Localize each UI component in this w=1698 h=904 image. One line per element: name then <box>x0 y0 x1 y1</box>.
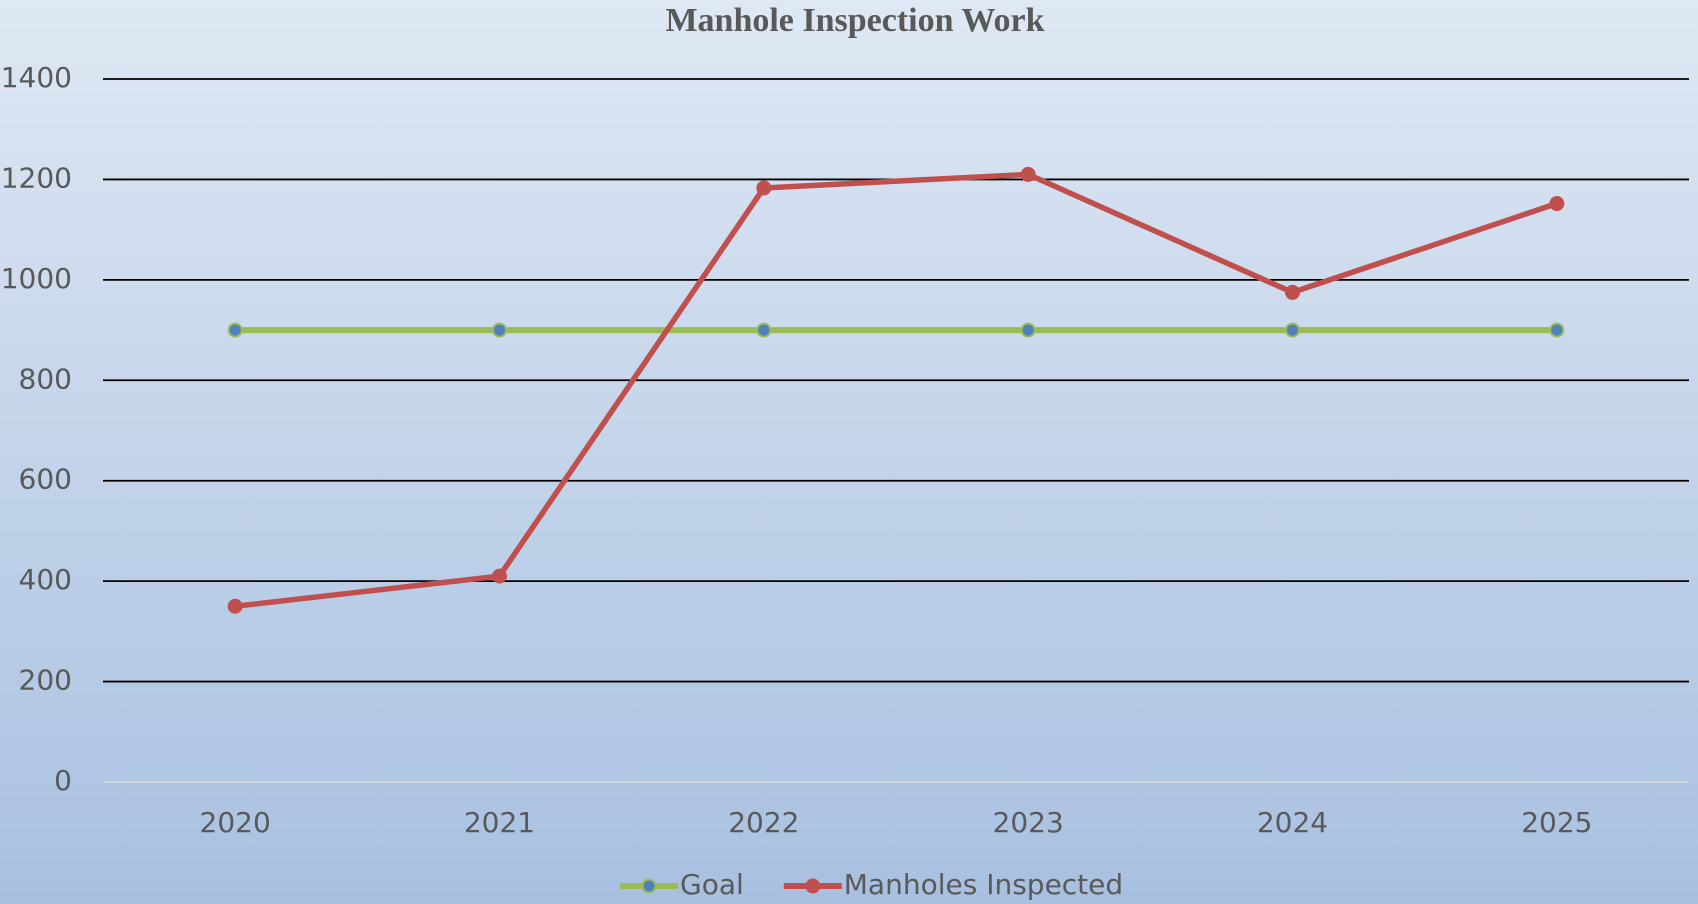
data-point <box>492 322 507 338</box>
legend-marker <box>805 878 821 894</box>
y-tick-label: 1400 <box>1 61 72 94</box>
data-point <box>1285 284 1300 300</box>
x-tick-label: 2025 <box>1521 806 1592 839</box>
x-tick-label: 2021 <box>464 806 535 839</box>
y-tick-label: 0 <box>54 764 72 797</box>
x-tick-label: 2022 <box>728 806 799 839</box>
y-tick-label: 400 <box>19 563 72 596</box>
data-point <box>1549 196 1565 212</box>
data-point <box>492 568 507 584</box>
legend-marker <box>641 878 657 894</box>
y-tick-label: 600 <box>19 463 72 496</box>
data-point <box>756 322 772 338</box>
data-point <box>227 598 243 614</box>
data-point <box>1285 322 1300 338</box>
x-tick-label: 2020 <box>200 806 271 839</box>
x-tick-label: 2023 <box>993 806 1064 839</box>
x-tick-label: 2024 <box>1257 806 1328 839</box>
y-tick-label: 1200 <box>1 161 72 194</box>
y-tick-label: 800 <box>19 362 72 395</box>
chart-title: Manhole Inspection Work <box>665 2 1044 39</box>
y-tick-label: 1000 <box>1 262 72 295</box>
data-point <box>227 322 243 338</box>
legend-label: Goal <box>680 868 744 901</box>
legend-label: Manholes Inspected <box>844 868 1123 901</box>
data-point <box>756 180 772 196</box>
data-point <box>1549 322 1565 338</box>
series-line <box>234 171 1558 609</box>
y-tick-label: 200 <box>19 664 72 697</box>
data-point <box>1020 166 1036 182</box>
data-point <box>1020 322 1036 338</box>
